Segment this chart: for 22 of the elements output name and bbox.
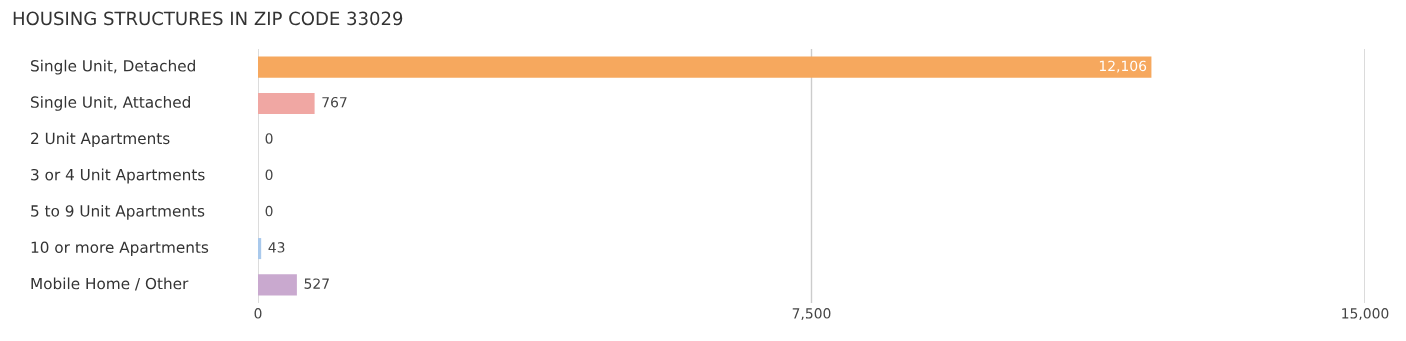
y-tick-label: 3 or 4 Unit Apartments <box>31 168 205 184</box>
data-label: 43 <box>268 242 285 253</box>
bar <box>258 92 315 114</box>
x-tick-label: 0 <box>254 308 262 319</box>
data-label: 0 <box>265 169 273 181</box>
bar <box>258 274 297 296</box>
y-tick-label: 2 Unit Apartments <box>31 132 170 148</box>
chart-title: HOUSING STRUCTURES IN ZIP CODE 33029 <box>13 11 403 26</box>
data-label: 767 <box>322 96 347 108</box>
bar <box>258 56 1152 78</box>
data-label: 12,106 <box>1099 60 1147 73</box>
data-label: 527 <box>304 278 329 289</box>
x-tick-label: 15,000 <box>1342 308 1389 321</box>
y-tick-label: Single Unit, Detached <box>31 59 195 75</box>
data-label: 0 <box>265 205 273 217</box>
y-tick-label: 5 to 9 Unit Apartments <box>31 204 205 220</box>
y-tick-label: Single Unit, Attached <box>31 96 190 111</box>
y-tick-label: Mobile Home / Other <box>31 277 189 291</box>
bar <box>258 238 262 260</box>
data-label: 0 <box>265 133 273 144</box>
y-tick-label: 10 or more Apartments <box>31 241 209 256</box>
x-tick-label: 7,500 <box>792 308 831 321</box>
